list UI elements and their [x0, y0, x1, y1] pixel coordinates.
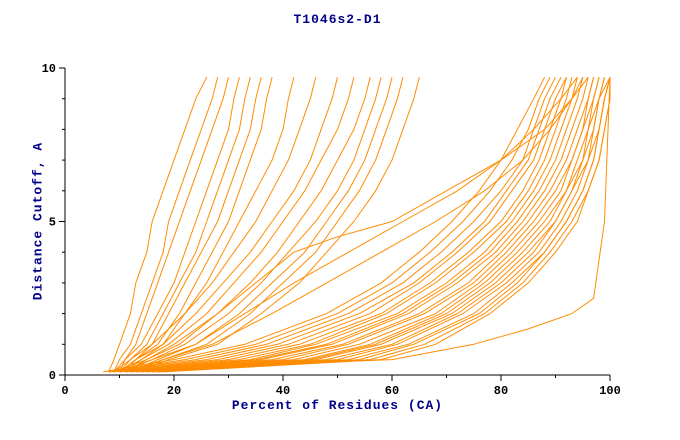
model-curve	[113, 76, 567, 373]
model-curve	[124, 77, 371, 373]
x-axis-label: Percent of Residues (CA)	[231, 398, 444, 413]
model-curve	[157, 77, 611, 373]
model-curve	[119, 77, 567, 373]
x-tick-label: 0	[61, 384, 68, 398]
model-curve	[124, 77, 262, 373]
model-curve	[103, 76, 546, 373]
y-axis-label: Distance Cutoff, A	[30, 141, 46, 301]
model-curve	[119, 77, 251, 373]
y-tick-label: 5	[49, 216, 56, 230]
model-curve	[163, 77, 611, 373]
model-curve	[113, 77, 240, 373]
y-tick-label: 10	[42, 62, 56, 76]
model-curve	[119, 77, 229, 373]
model-curve	[124, 77, 584, 373]
model-curve	[141, 77, 600, 373]
model-curve	[124, 77, 578, 373]
model-curve	[141, 77, 605, 373]
model-curve	[108, 76, 551, 373]
model-curve	[113, 77, 219, 373]
model-curve	[119, 77, 273, 373]
x-tick-label: 100	[599, 384, 621, 398]
model-curve	[119, 76, 578, 373]
model-curve	[108, 76, 208, 373]
x-tick-label: 40	[276, 384, 290, 398]
model-curve	[130, 77, 595, 373]
x-tick-label: 60	[385, 384, 399, 398]
x-tick-label: 20	[167, 384, 181, 398]
model-curve	[135, 77, 595, 373]
model-curve	[119, 77, 338, 373]
model-curve	[108, 76, 556, 373]
y-tick-label: 0	[49, 369, 56, 383]
model-curve	[130, 77, 404, 373]
model-curve	[119, 77, 573, 373]
chart-title: T1046s2-D1	[293, 12, 382, 27]
model-curve	[130, 77, 589, 373]
model-curve	[135, 77, 600, 373]
model-curve	[124, 77, 382, 373]
model-curve	[135, 77, 420, 373]
model-curve	[113, 76, 562, 373]
model-curve	[113, 77, 317, 373]
model-curve	[124, 76, 589, 373]
model-curve	[119, 77, 355, 373]
x-tick-label: 80	[494, 384, 508, 398]
model-curve	[146, 76, 611, 373]
model-curve	[113, 76, 584, 373]
model-curve	[108, 77, 611, 373]
